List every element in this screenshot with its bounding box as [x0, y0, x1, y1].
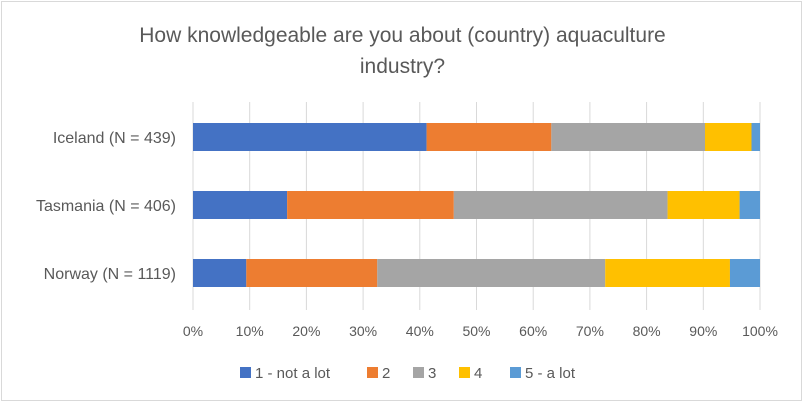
legend-label: 3 [428, 365, 436, 382]
legend-label: 2 [382, 365, 390, 382]
bar-segment [667, 191, 740, 219]
bar-segment [193, 191, 288, 219]
x-tick-label: 100% [742, 323, 778, 339]
x-tick-label: 90% [689, 323, 717, 339]
legend-label: 5 - a lot [525, 365, 576, 382]
bar-segment [193, 123, 427, 151]
bar-segment [551, 123, 706, 151]
legend-swatch [240, 367, 251, 378]
chart-title-line-2: industry? [359, 55, 446, 78]
x-tick-label: 40% [406, 323, 434, 339]
x-tick-label: 10% [236, 323, 264, 339]
bar-segment [739, 191, 760, 219]
bar-segment [605, 259, 730, 287]
legend-swatch [413, 367, 424, 378]
x-tick-label: 20% [292, 323, 320, 339]
bar-segment [729, 259, 760, 287]
bar-segment [193, 259, 247, 287]
legend-swatch [367, 367, 378, 378]
x-tick-label: 30% [349, 323, 377, 339]
category-label: Tasmania (N = 406) [36, 198, 176, 215]
bar-segment [453, 191, 668, 219]
x-tick-label: 50% [462, 323, 490, 339]
category-label: Norway (N = 1119) [44, 266, 176, 283]
x-tick-label: 60% [519, 323, 547, 339]
bar-segment [705, 123, 752, 151]
legend-label: 4 [474, 365, 482, 382]
x-tick-label: 80% [633, 323, 661, 339]
bar-segment [287, 191, 454, 219]
category-label: Iceland (N = 439) [53, 130, 176, 147]
x-tick-label: 0% [183, 323, 203, 339]
bar-segment [751, 123, 760, 151]
bar-segment [426, 123, 552, 151]
legend-swatch [510, 367, 521, 378]
chart-title-line-1: How knowledgeable are you about (country… [139, 24, 666, 47]
legend-swatch [459, 367, 470, 378]
bar-segment [377, 259, 606, 287]
chart-title: How knowledgeable are you about (country… [0, 20, 805, 82]
legend-label: 1 - not a lot [255, 365, 331, 382]
bar-segment [246, 259, 378, 287]
x-tick-label: 70% [576, 323, 604, 339]
